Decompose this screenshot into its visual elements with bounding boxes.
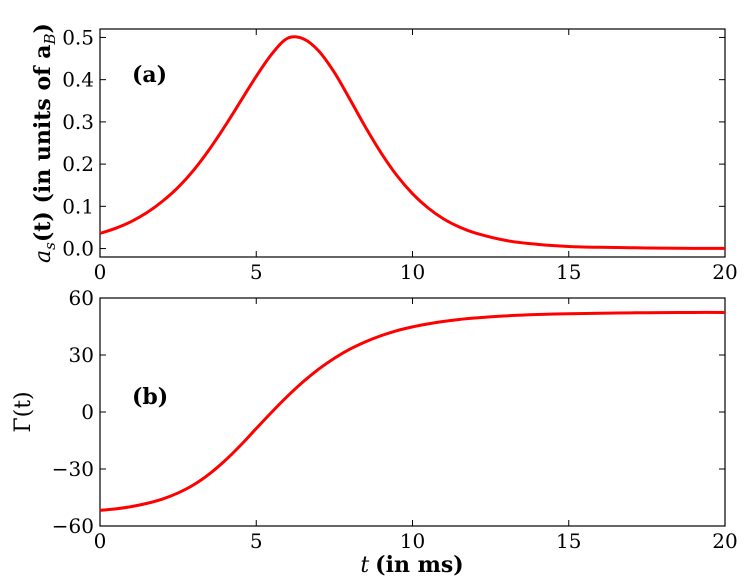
- panel-b-x-tick-label: 15: [556, 529, 581, 553]
- panel-b-y-tick-label: 60: [69, 286, 94, 310]
- panel-b: 0 5 10 15 20 −60 −30 0 30 60 (b) Γ(t) t (in ms): [11, 286, 738, 578]
- panel-a-ylabel-close: ): [30, 23, 56, 33]
- panel-a-y-tick-label: 0.5: [62, 25, 94, 49]
- panel-b-x-tick-label: 20: [712, 529, 737, 553]
- panel-b-series-line: [99, 310, 726, 512]
- panel-a-y-tick-label: 0.4: [62, 68, 94, 92]
- panel-a-ticks: [99, 29, 726, 257]
- panel-b-x-tick-label: 0: [94, 529, 107, 553]
- panel-a-tag: (a): [132, 62, 167, 88]
- panel-a-y-tick-label: 0.1: [62, 194, 94, 218]
- panel-b-xlabel-symbol: t: [360, 553, 369, 578]
- panel-a-frame: [99, 28, 726, 258]
- panel-b-y-tick-label: 30: [69, 343, 94, 367]
- panel-a-x-tick-label: 20: [712, 260, 737, 284]
- panel-b-y-tick-label: 0: [81, 400, 94, 424]
- panel-b-x-axis-label: t (in ms): [360, 552, 463, 578]
- panel-b-y-tick-label: −30: [52, 457, 94, 481]
- panel-b-x-tick-label: 5: [250, 529, 263, 553]
- panel-a-ylabel-rest: (t) (in units of a: [30, 44, 56, 242]
- panel-a-ylabel-sub: s: [41, 242, 59, 250]
- panel-a-x-tick-label: 0: [94, 260, 107, 284]
- panel-a: 0 5 10 15 20 0.0 0.1 0.2 0.3 0.4 0.5 (a) as(t) (in…: [30, 23, 738, 284]
- panel-a-x-tick-label: 15: [556, 260, 581, 284]
- panel-b-xlabel-rest: (in ms): [375, 552, 464, 578]
- panel-b-frame: [99, 297, 726, 527]
- panel-a-ylabel-symbol: a: [31, 250, 56, 263]
- panel-a-ylabel-sub2: B: [41, 33, 59, 45]
- panel-a-y-tick-label: 0.0: [62, 237, 94, 261]
- panel-a-x-tick-label: 5: [250, 260, 263, 284]
- panel-a-y-axis-label: as(t) (in units of aB): [30, 23, 59, 263]
- panel-a-x-tick-label: 10: [400, 260, 425, 284]
- panel-b-tick-labels: 0 5 10 15 20 −60 −30 0 30 60: [52, 286, 738, 553]
- panel-b-tag: (b): [132, 384, 168, 410]
- panel-b-y-axis-label: Γ(t): [11, 391, 36, 432]
- panel-b-y-tick-label: −60: [52, 514, 94, 538]
- panel-b-ticks: [99, 297, 726, 527]
- panel-a-series-line: [99, 35, 726, 250]
- panel-a-y-tick-label: 0.2: [62, 152, 94, 176]
- panel-b-x-tick-label: 10: [400, 529, 425, 553]
- panel-a-tick-labels: 0 5 10 15 20 0.0 0.1 0.2 0.3 0.4 0.5: [62, 25, 738, 284]
- panel-a-y-tick-label: 0.3: [62, 110, 94, 134]
